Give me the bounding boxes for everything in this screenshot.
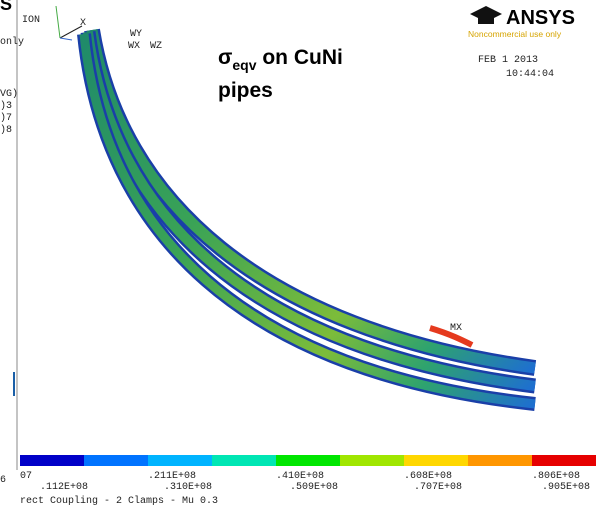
side-info: VG) (0, 88, 18, 100)
date: FEB 1 2013 (478, 55, 538, 66)
logo-brand: ANSYS (506, 7, 575, 29)
side-clip: 6 (0, 475, 6, 486)
triad-wx: WX (128, 41, 140, 52)
legend-label: .905E+08 (542, 482, 590, 493)
legend-label: .310E+08 (164, 482, 212, 493)
time: 10:44:04 (506, 69, 554, 80)
side-info: )8 (0, 124, 12, 136)
footer: rect Coupling - 2 Clamps - Mu 0.3 (20, 495, 218, 507)
legend-label: .112E+08 (40, 482, 88, 493)
triad-x: X (80, 18, 86, 29)
legend-label: .707E+08 (414, 482, 462, 493)
side-info: )3 (0, 100, 12, 112)
legend-label: .608E+08 (404, 471, 452, 482)
title-rest: on CuNi (257, 46, 343, 69)
logo: ANSYS Noncommercial use only (468, 6, 575, 39)
legend-label: 07 (20, 471, 32, 482)
legend-label: .410E+08 (276, 471, 324, 482)
triad: X WY WX WZ (56, 6, 162, 52)
title-subscript: eqv (232, 57, 256, 73)
legend-label: .211E+08 (148, 471, 196, 482)
screenshot: S only ION VG) )3 )7 )8 6 X WY WX WZ σeq… (0, 0, 601, 507)
header-clip: ION (22, 15, 40, 26)
title-symbol: σ (218, 46, 232, 69)
side-info: )7 (0, 112, 12, 124)
pipes (84, 30, 535, 404)
title: σeqv on CuNi (218, 46, 343, 73)
logo-note: Noncommercial use only (468, 29, 562, 39)
max-label: MX (450, 323, 462, 334)
logo-clip: S (0, 0, 12, 14)
triad-wz: WZ (150, 41, 162, 52)
triad-wy: WY (130, 29, 142, 40)
title-line2: pipes (218, 79, 273, 102)
logo-clip-note: only (0, 36, 24, 48)
colorbar (20, 455, 596, 466)
legend-label: .509E+08 (290, 482, 338, 493)
legend-label: .806E+08 (532, 471, 580, 482)
